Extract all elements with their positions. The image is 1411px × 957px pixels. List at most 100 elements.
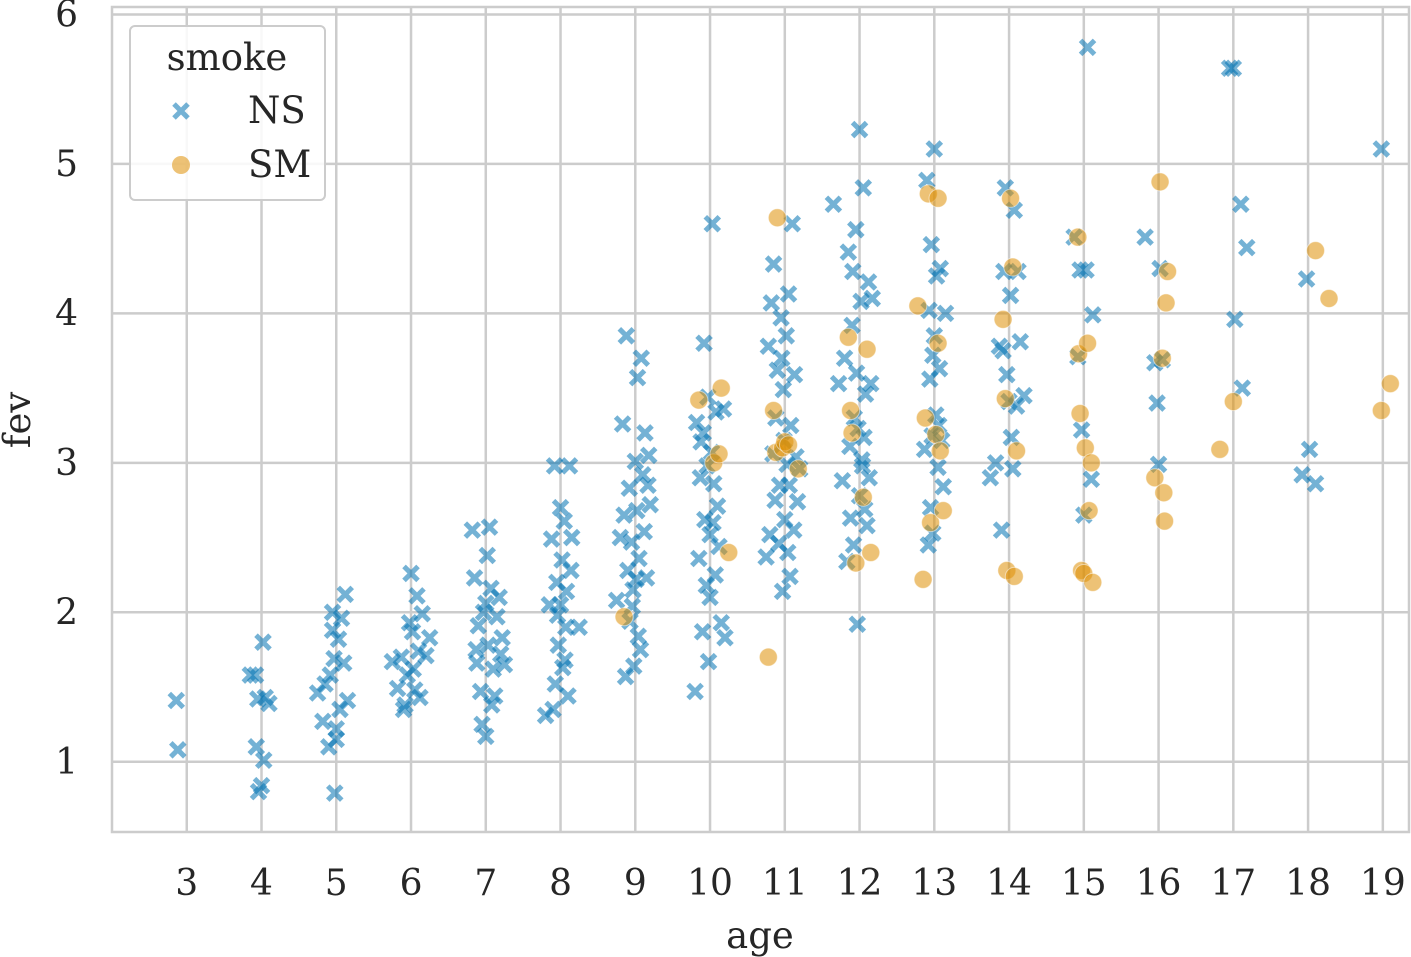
point-ns xyxy=(785,365,804,384)
point-ns xyxy=(628,501,646,520)
point-ns xyxy=(630,549,648,568)
point-sm xyxy=(614,607,634,627)
legend-circle-marker-icon xyxy=(172,156,190,174)
point-sm xyxy=(1380,374,1400,394)
point-ns xyxy=(992,521,1011,539)
point-ns xyxy=(773,582,792,601)
point-ns xyxy=(548,606,567,625)
point-ns xyxy=(848,615,867,634)
point-ns xyxy=(256,688,275,707)
x-tick-label: 6 xyxy=(400,863,423,904)
point-sm xyxy=(1306,241,1326,261)
point-ns xyxy=(392,648,411,666)
point-sm xyxy=(1154,483,1174,503)
point-ns xyxy=(493,628,511,647)
point-ns xyxy=(562,561,580,580)
point-sm xyxy=(842,423,862,443)
point-ns xyxy=(1084,306,1102,324)
point-ns xyxy=(847,220,865,239)
y-tick-label: 5 xyxy=(55,144,78,185)
point-ns xyxy=(641,495,660,514)
point-ns xyxy=(617,327,636,345)
point-ns xyxy=(1001,286,1020,305)
point-ns xyxy=(326,784,344,802)
point-ns xyxy=(625,657,643,675)
point-ns xyxy=(639,476,657,495)
y-tick-label: 3 xyxy=(55,443,78,484)
point-ns xyxy=(929,458,947,477)
point-ns xyxy=(484,660,503,678)
point-ns xyxy=(773,349,791,367)
point-sm xyxy=(930,441,950,461)
point-ns xyxy=(1078,38,1097,57)
point-ns xyxy=(1232,195,1250,214)
point-sm xyxy=(1158,262,1178,282)
point-sm xyxy=(689,390,709,410)
point-ns xyxy=(411,688,429,707)
point-ns xyxy=(998,365,1016,384)
point-ns xyxy=(835,349,854,367)
point-ns xyxy=(613,415,632,433)
point-ns xyxy=(779,543,797,562)
point-ns xyxy=(468,654,486,672)
point-ns xyxy=(690,549,708,568)
point-sm xyxy=(711,378,731,398)
point-ns xyxy=(465,569,484,587)
point-ns xyxy=(783,214,802,233)
point-ns xyxy=(167,691,186,710)
point-ns xyxy=(629,627,648,645)
x-tick-label: 8 xyxy=(549,863,572,904)
point-ns xyxy=(779,285,798,303)
point-sm xyxy=(779,435,799,455)
x-tick-label: 17 xyxy=(1210,863,1256,904)
point-ns xyxy=(858,516,876,535)
point-sm xyxy=(933,501,953,521)
point-sm xyxy=(838,327,858,347)
point-ns xyxy=(853,457,872,475)
point-ns xyxy=(1293,466,1311,484)
point-ns xyxy=(936,304,955,323)
point-sm xyxy=(1145,468,1165,488)
point-ns xyxy=(1297,270,1316,288)
point-sm xyxy=(758,647,778,667)
point-ns xyxy=(693,622,712,641)
point-ns xyxy=(704,513,722,532)
point-ns xyxy=(829,374,848,393)
point-ns xyxy=(545,457,564,475)
point-ns xyxy=(556,651,574,669)
point-ns xyxy=(542,530,561,548)
point-sm xyxy=(928,333,948,353)
y-axis-label: fev xyxy=(0,392,39,449)
point-ns xyxy=(922,235,941,254)
point-ns xyxy=(859,273,878,291)
point-sm xyxy=(915,408,935,428)
point-ns xyxy=(694,424,713,442)
point-sm xyxy=(788,459,808,479)
point-ns xyxy=(334,654,353,672)
point-ns xyxy=(1224,59,1243,78)
point-ns xyxy=(482,696,501,714)
point-ns xyxy=(546,675,565,693)
x-tick-label: 12 xyxy=(837,863,883,904)
point-ns xyxy=(560,457,579,475)
point-ns xyxy=(480,518,499,536)
x-tick-label: 7 xyxy=(474,863,497,904)
point-ns xyxy=(420,628,439,647)
point-ns xyxy=(323,621,342,640)
point-sm xyxy=(995,389,1015,409)
point-ns xyxy=(396,696,414,714)
point-ns xyxy=(615,506,633,524)
point-ns xyxy=(1136,228,1154,246)
point-ns xyxy=(477,727,495,746)
point-ns xyxy=(699,652,718,671)
point-sm xyxy=(928,188,948,208)
point-ns xyxy=(252,776,271,795)
point-ns xyxy=(404,660,423,678)
point-ns xyxy=(1072,421,1091,439)
point-ns xyxy=(934,477,953,496)
point-sm xyxy=(709,444,729,464)
point-ns xyxy=(850,120,869,139)
point-sm xyxy=(1070,404,1090,424)
y-tick-labels: 1 2 3 4 5 6 xyxy=(55,0,78,783)
point-sm xyxy=(846,553,866,573)
